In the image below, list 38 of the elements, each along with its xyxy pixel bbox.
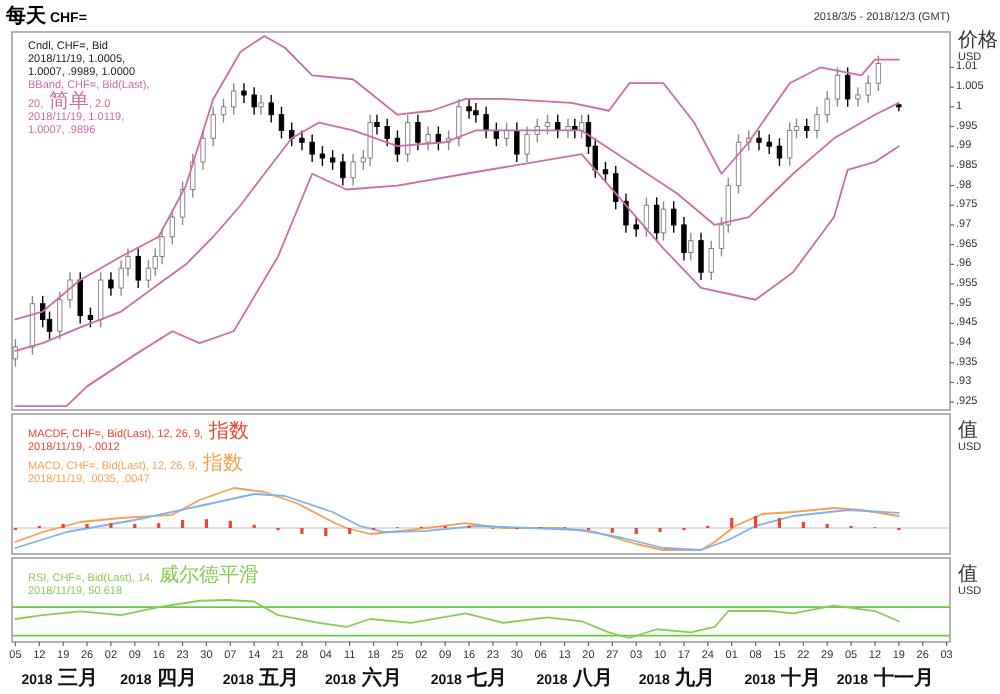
candlestick bbox=[653, 196, 660, 242]
candlestick bbox=[804, 117, 810, 140]
candlestick bbox=[46, 310, 53, 340]
candlestick bbox=[241, 82, 247, 104]
candlestick bbox=[299, 129, 305, 151]
candlestick bbox=[329, 149, 336, 171]
candlestick bbox=[251, 86, 257, 116]
candlestick bbox=[671, 200, 677, 234]
candlestick bbox=[135, 247, 141, 289]
candlestick bbox=[319, 145, 326, 167]
line-series bbox=[14, 35, 900, 321]
candlestick bbox=[108, 271, 114, 297]
candlestick bbox=[340, 153, 346, 187]
candlestick bbox=[483, 106, 489, 140]
candlestick bbox=[613, 165, 619, 210]
candlestick bbox=[77, 271, 83, 325]
candlestick bbox=[473, 102, 479, 124]
candlestick bbox=[514, 121, 520, 163]
candlestick bbox=[384, 117, 390, 147]
candlestick bbox=[555, 113, 561, 140]
candlestick bbox=[623, 192, 629, 234]
candlestick bbox=[633, 216, 639, 238]
candlestick bbox=[756, 129, 762, 151]
candlestick bbox=[415, 113, 421, 151]
candlestick bbox=[681, 216, 687, 262]
candlestick bbox=[268, 94, 274, 124]
candlestick bbox=[466, 98, 472, 120]
candlestick bbox=[776, 137, 783, 167]
candlestick bbox=[844, 66, 851, 108]
candlestick bbox=[493, 121, 500, 147]
candlestick bbox=[278, 106, 285, 140]
candlestick bbox=[698, 232, 704, 281]
candlestick bbox=[87, 306, 94, 329]
candlestick bbox=[572, 117, 578, 140]
candlestick bbox=[309, 133, 315, 163]
line-series bbox=[14, 145, 900, 407]
candlestick bbox=[602, 161, 609, 183]
candlestick bbox=[766, 133, 772, 155]
